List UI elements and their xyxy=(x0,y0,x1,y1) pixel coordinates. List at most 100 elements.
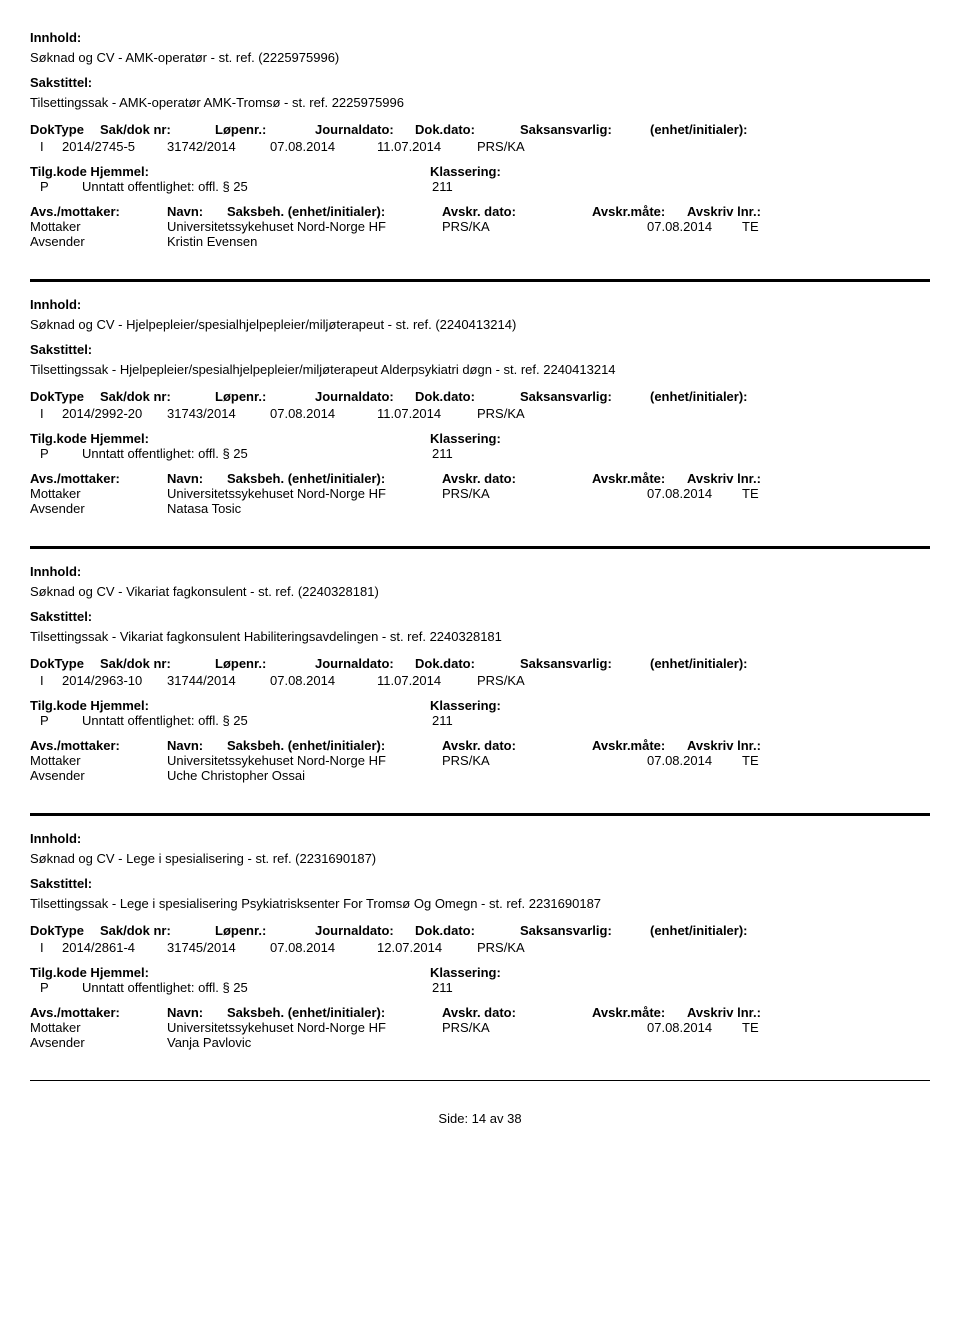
lopenr-val: 31745/2014 xyxy=(167,940,270,955)
avskrmaate-label: Avskr.måte: xyxy=(592,738,687,753)
klassering-label: Klassering: xyxy=(430,698,501,713)
mottaker-row: MottakerUniversitetssykehuset Nord-Norge… xyxy=(30,1020,930,1035)
journaldato-val: 07.08.2014 xyxy=(270,940,377,955)
lopenr-val: 31744/2014 xyxy=(167,673,270,688)
tilg-row: Tilg.kode Hjemmel:Klassering: xyxy=(30,965,930,980)
sakstittel-label: Sakstittel: xyxy=(30,609,930,624)
journaldato-val: 07.08.2014 xyxy=(270,673,377,688)
avskrmaate-label: Avskr.måte: xyxy=(592,204,687,219)
tilgkode-label: Tilg.kode Hjemmel: xyxy=(30,164,180,179)
avsender-row: AvsenderKristin Evensen xyxy=(30,234,930,249)
journaldato-hdr: Journaldato: xyxy=(315,923,415,938)
avskrivlnr-label: Avskriv lnr.: xyxy=(687,1005,787,1020)
avskrdato-label: Avskr. dato: xyxy=(442,471,592,486)
innhold-text: Søknad og CV - AMK-operatør - st. ref. (… xyxy=(30,50,930,65)
journaldato-val: 07.08.2014 xyxy=(270,406,377,421)
avsender-row: AvsenderVanja Pavlovic xyxy=(30,1035,930,1050)
doktype-val: I xyxy=(30,940,62,955)
innhold-text: Søknad og CV - Hjelpepleier/spesialhjelp… xyxy=(30,317,930,332)
hjemmel-row: PUnntatt offentlighet: offl. § 25211 xyxy=(30,980,930,995)
saknr-hdr: Sak/dok nr: xyxy=(100,122,215,137)
avsender-label: Avsender xyxy=(30,768,167,783)
avsender-navn: Uche Christopher Ossai xyxy=(167,768,442,783)
avsender-label: Avsender xyxy=(30,501,167,516)
klassering-label: Klassering: xyxy=(430,164,501,179)
doktype-hdr: DokType xyxy=(30,923,100,938)
lopenr-hdr: Løpenr.: xyxy=(215,389,315,404)
lopenr-hdr: Løpenr.: xyxy=(215,923,315,938)
navn-label: Navn: xyxy=(167,738,227,753)
mottaker-maate: TE xyxy=(742,486,842,501)
hjemmel-row: PUnntatt offentlighet: offl. § 25211 xyxy=(30,179,930,194)
tilgkode-label: Tilg.kode Hjemmel: xyxy=(30,431,180,446)
dokdato-val: 11.07.2014 xyxy=(377,673,477,688)
journaldato-hdr: Journaldato: xyxy=(315,389,415,404)
tilg-row: Tilg.kode Hjemmel: Klassering: xyxy=(30,164,930,179)
lopenr-val: 31742/2014 xyxy=(167,139,270,154)
meta-header-row: DokTypeSak/dok nr:Løpenr.:Journaldato:Do… xyxy=(30,122,930,137)
meta-header-row: DokTypeSak/dok nr:Løpenr.:Journaldato:Do… xyxy=(30,923,930,938)
hjemmel-val: Unntatt offentlighet: offl. § 25 xyxy=(82,980,432,995)
sakstittel-text: Tilsettingssak - Vikariat fagkonsulent H… xyxy=(30,629,930,644)
saksansvarlig-hdr: Saksansvarlig: xyxy=(520,122,650,137)
mottaker-saksbeh: PRS/KA xyxy=(442,753,647,768)
lopenr-val: 31743/2014 xyxy=(167,406,270,421)
doktype-hdr: DokType xyxy=(30,122,100,137)
innhold-label: Innhold: xyxy=(30,30,930,45)
mottaker-label: Mottaker xyxy=(30,753,167,768)
navn-label: Navn: xyxy=(167,471,227,486)
avsender-row: AvsenderNatasa Tosic xyxy=(30,501,930,516)
tilg-row: Tilg.kode Hjemmel: Klassering: xyxy=(30,698,930,713)
saknr-val: 2014/2992-20 xyxy=(62,406,167,421)
mottaker-dato: 07.08.2014 xyxy=(647,219,742,234)
mottaker-row: MottakerUniversitetssykehuset Nord-Norge… xyxy=(30,753,930,768)
klassering-label: Klassering: xyxy=(430,965,501,980)
saksbeh-label: Saksbeh. (enhet/initialer): xyxy=(227,1005,442,1020)
mottaker-label: Mottaker xyxy=(30,486,167,501)
hjemmel-val: Unntatt offentlighet: offl. § 25 xyxy=(82,713,432,728)
mottaker-label: Mottaker xyxy=(30,1020,167,1035)
meta-value-row: I2014/2745-531742/201407.08.201411.07.20… xyxy=(30,139,930,154)
journaldato-hdr: Journaldato: xyxy=(315,656,415,671)
separator-thin xyxy=(30,1080,930,1081)
innhold-label: Innhold: xyxy=(30,564,930,579)
dokdato-hdr: Dok.dato: xyxy=(415,122,520,137)
mottaker-navn: Universitetssykehuset Nord-Norge HF xyxy=(167,1020,442,1035)
tilgkode-val: P xyxy=(30,446,82,461)
mottaker-dato: 07.08.2014 xyxy=(647,486,742,501)
avsmottaker-label: Avs./mottaker: xyxy=(30,204,167,219)
mottaker-navn: Universitetssykehuset Nord-Norge HF xyxy=(167,486,442,501)
tilg-row: Tilg.kode Hjemmel:Klassering: xyxy=(30,431,930,446)
avsender-row: AvsenderUche Christopher Ossai xyxy=(30,768,930,783)
saksbeh-label: Saksbeh. (enhet/initialer): xyxy=(227,471,442,486)
journaldato-val: 07.08.2014 xyxy=(270,139,377,154)
enhet-hdr: (enhet/initialer): xyxy=(650,122,800,137)
avsender-navn: Kristin Evensen xyxy=(167,234,442,249)
mottaker-row: MottakerUniversitetssykehuset Nord-Norge… xyxy=(30,486,930,501)
avsmottaker-label: Avs./mottaker: xyxy=(30,1005,167,1020)
avskrivlnr-label: Avskriv lnr.: xyxy=(687,471,787,486)
enhet-hdr: (enhet/initialer): xyxy=(650,656,800,671)
sakstittel-text: Tilsettingssak - AMK-operatør AMK-Tromsø… xyxy=(30,95,930,110)
mottaker-maate: TE xyxy=(742,1020,842,1035)
sakstittel-label: Sakstittel: xyxy=(30,75,930,90)
avsender-navn: Vanja Pavlovic xyxy=(167,1035,442,1050)
tilgkode-label: Tilg.kode Hjemmel: xyxy=(30,698,180,713)
page-footer: Side: 14 av 38 xyxy=(30,1111,930,1126)
meta-header-row: DokTypeSak/dok nr:Løpenr.:Journaldato:Do… xyxy=(30,389,930,404)
mottaker-maate: TE xyxy=(742,753,842,768)
saknr-hdr: Sak/dok nr: xyxy=(100,923,215,938)
avsmottaker-header: Avs./mottaker:Navn:Saksbeh. (enhet/initi… xyxy=(30,471,930,486)
mottaker-saksbeh: PRS/KA xyxy=(442,1020,647,1035)
dokdato-hdr: Dok.dato: xyxy=(415,923,520,938)
record: Innhold: Søknad og CV - AMK-operatør - st… xyxy=(30,30,930,249)
saksansvarlig-val: PRS/KA xyxy=(477,406,607,421)
saknr-val: 2014/2963-10 xyxy=(62,673,167,688)
hjemmel-row: PUnntatt offentlighet: offl. § 25211 xyxy=(30,446,930,461)
saknr-val: 2014/2745-5 xyxy=(62,139,167,154)
hjemmel-val: Unntatt offentlighet: offl. § 25 xyxy=(82,179,432,194)
tilgkode-val: P xyxy=(30,713,82,728)
doktype-val: I xyxy=(30,673,62,688)
meta-value-row: I2014/2992-2031743/201407.08.201411.07.2… xyxy=(30,406,930,421)
avsmottaker-label: Avs./mottaker: xyxy=(30,738,167,753)
